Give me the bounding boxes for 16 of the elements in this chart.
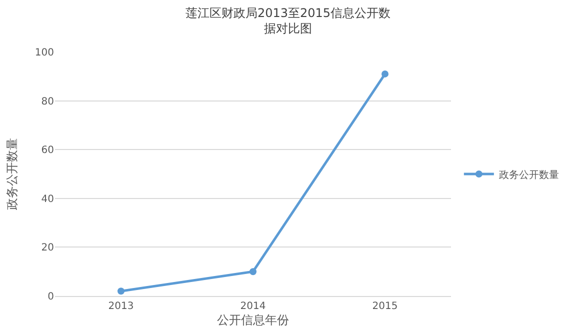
point [118,288,124,295]
point [382,70,388,78]
y-tick-label: 100 [34,48,54,58]
y-tick-label: 0 [48,292,54,302]
chart-title: 莲江区财政局2013至2015信息公开数据对比图 [185,6,391,36]
x-tick-label: 2013 [108,301,134,312]
point [250,268,256,276]
x-tick-label: 2015 [372,301,398,312]
y-tick-label: 40 [41,194,54,205]
y-tick-label: 60 [41,145,54,156]
x-tick-label: 2014 [240,301,266,312]
y-tick-label: 80 [41,96,54,108]
x-axis-title: 公开信息年份 [217,312,289,327]
y-tick-label: 20 [41,242,54,254]
legend-label: 政务公开数量 [498,168,559,181]
y-axis-title: 政务公开数量 [5,138,20,210]
